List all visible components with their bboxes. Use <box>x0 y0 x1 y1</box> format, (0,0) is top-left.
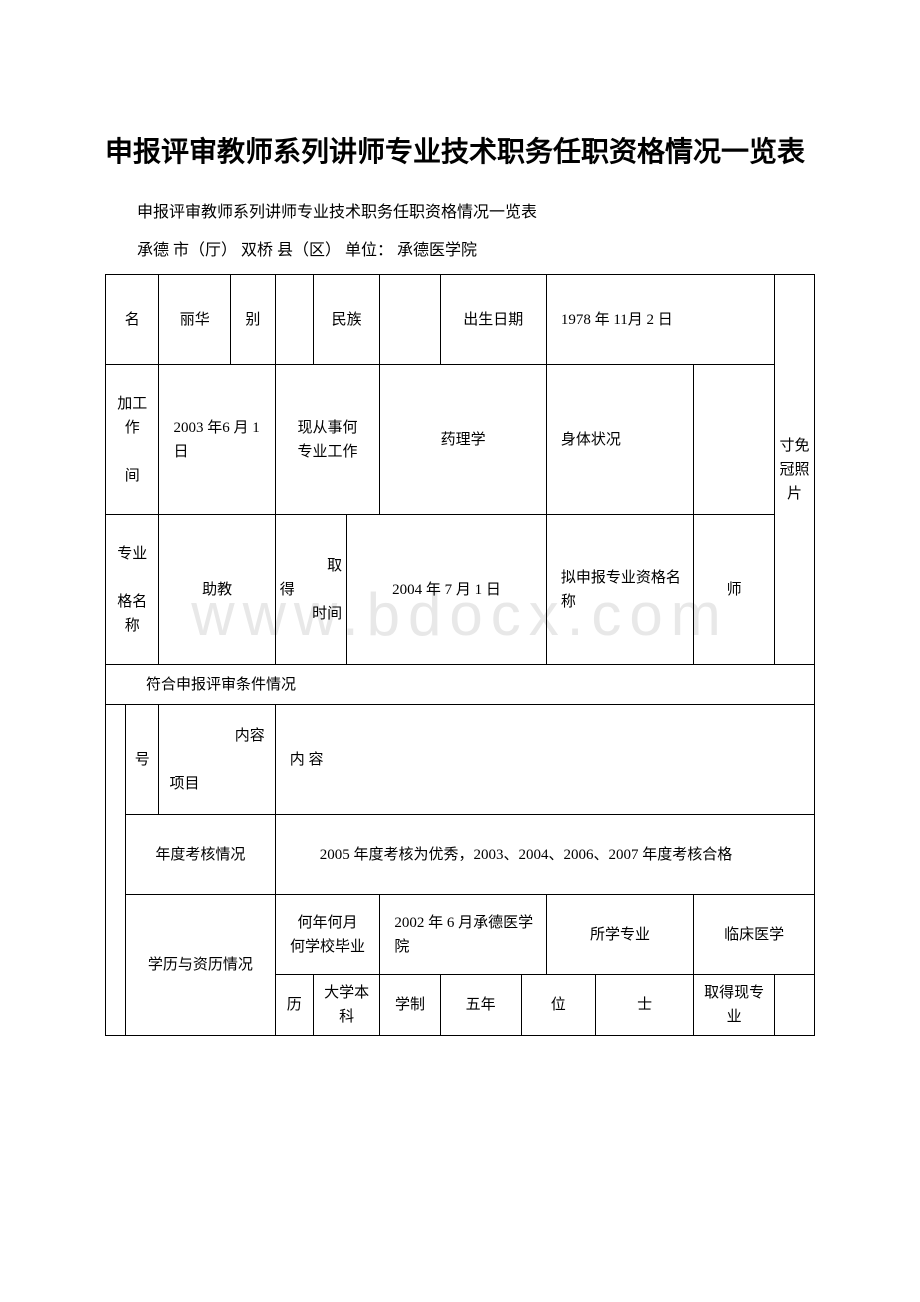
degree-value: 士 <box>595 975 693 1036</box>
graduation-label-1: 何年何月 <box>280 911 376 935</box>
edu-label: 历 <box>275 975 313 1036</box>
health-label: 身体状况 <box>546 365 693 515</box>
ethnicity-value <box>380 275 440 365</box>
profession-value: 药理学 <box>380 365 546 515</box>
title-label: 专业 格名称 <box>106 515 159 665</box>
system-value: 五年 <box>440 975 521 1036</box>
assessment-content: 2005 年度考核为优秀，2003、2004、2006、2007 年度考核合格 <box>275 815 814 895</box>
profession-label-1: 现从事何 <box>280 416 376 440</box>
degree-label: 位 <box>521 975 595 1036</box>
title-value: 助教 <box>159 515 275 665</box>
obtain-label-post: 时间 <box>280 602 342 626</box>
section-header: 符合申报评审条件情况 <box>106 665 815 705</box>
work-label-1: 加工作 <box>110 392 154 440</box>
graduation-label-2: 何学校毕业 <box>280 935 376 959</box>
photo-label: 寸免冠照片 <box>779 438 809 502</box>
table-row: 符合申报评审条件情况 <box>106 665 815 705</box>
title-label-1: 专业 <box>110 542 154 566</box>
table-row: 学历与资历情况 何年何月 何学校毕业 2002 年 6 月承德医学院 所学专业 … <box>106 895 815 975</box>
birth-label: 出生日期 <box>440 275 546 365</box>
obtain-value: 2004 年 7 月 1 日 <box>347 515 547 665</box>
table-row: 年度考核情况 2005 年度考核为优秀，2003、2004、2006、2007 … <box>106 815 815 895</box>
graduation-value: 2002 年 6 月承德医学院 <box>380 895 546 975</box>
birth-value: 1978 年 11月 2 日 <box>546 275 774 365</box>
profession-label: 现从事何 专业工作 <box>275 365 380 515</box>
apply-label: 拟申报专业资格名称 <box>546 515 693 665</box>
table-row: 专业 格名称 助教 取 得 时间 2004 年 7 月 1 日 拟申报专业资格名… <box>106 515 815 665</box>
edu-value: 大学本科 <box>313 975 379 1036</box>
item-header-2: 项目 <box>163 772 270 796</box>
work-label-2: 间 <box>110 464 154 488</box>
obtain-label: 取 得 时间 <box>275 515 346 665</box>
current-label: 取得现专业 <box>694 975 775 1036</box>
major-label: 所学专业 <box>546 895 693 975</box>
gender-label: 别 <box>231 275 276 365</box>
current-value <box>775 975 815 1036</box>
location-text: 承德 市（厅） 双桥 县（区） 单位： 承德医学院 <box>105 236 815 260</box>
item-header-1: 内容 <box>163 724 270 748</box>
system-label: 学制 <box>380 975 440 1036</box>
content-header: 内 容 <box>275 705 814 815</box>
table-row: 名 丽华 别 民族 出生日期 1978 年 11月 2 日 寸免冠照片 <box>106 275 815 365</box>
table-row: 加工作 间 2003 年6 月 1日 现从事何 专业工作 药理学 身体状况 <box>106 365 815 515</box>
health-value <box>694 365 775 515</box>
name-value: 丽华 <box>159 275 231 365</box>
obtain-label-mid: 得 <box>280 578 342 602</box>
obtain-label-pre: 取 <box>280 554 342 578</box>
assessment-item: 年度考核情况 <box>126 815 276 895</box>
subtitle-text: 申报评审教师系列讲师专业技术职务任职资格情况一览表 <box>105 198 815 222</box>
table-row: 号 内容 项目 内 容 <box>106 705 815 815</box>
education-section: 学历与资历情况 <box>126 895 276 1036</box>
apply-value: 师 <box>694 515 775 665</box>
blank-col <box>106 705 126 1036</box>
page-title: 申报评审教师系列讲师专业技术职务任职资格情况一览表 <box>105 130 815 170</box>
photo-placeholder: 寸免冠照片 <box>775 275 815 665</box>
title-label-2: 格名称 <box>110 590 154 638</box>
item-header: 内容 项目 <box>159 705 275 815</box>
work-label: 加工作 间 <box>106 365 159 515</box>
work-value: 2003 年6 月 1日 <box>159 365 275 515</box>
application-form-table: 名 丽华 别 民族 出生日期 1978 年 11月 2 日 寸免冠照片 加工作 … <box>105 274 815 1036</box>
profession-label-2: 专业工作 <box>280 440 376 464</box>
ethnicity-label: 民族 <box>313 275 380 365</box>
gender-value <box>275 275 313 365</box>
no-label: 号 <box>126 705 159 815</box>
name-label: 名 <box>106 275 159 365</box>
graduation-label: 何年何月 何学校毕业 <box>275 895 380 975</box>
major-value: 临床医学 <box>694 895 815 975</box>
